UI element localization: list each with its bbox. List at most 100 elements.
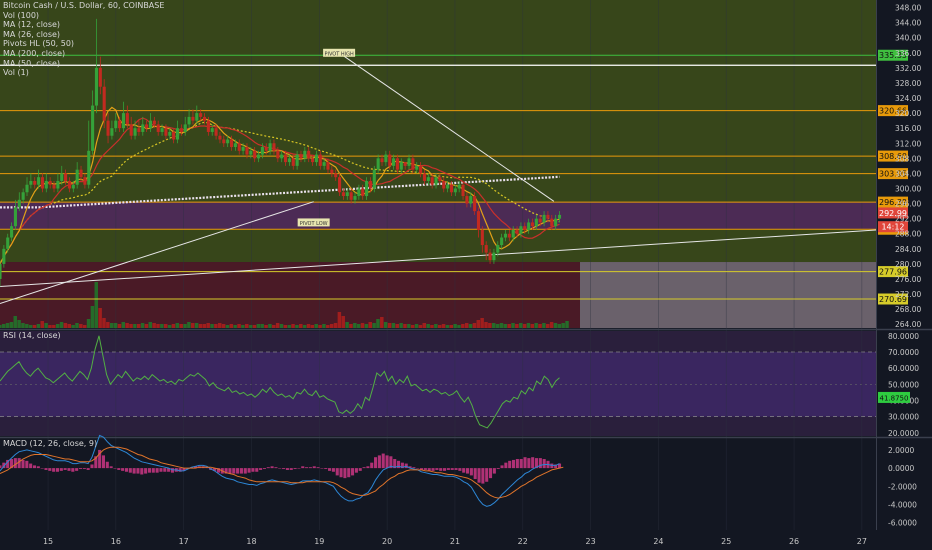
candle-body bbox=[102, 86, 106, 121]
volume-bar bbox=[241, 325, 245, 328]
volume-bar bbox=[434, 324, 438, 328]
candle-body bbox=[314, 154, 318, 163]
macd-hist-bar bbox=[427, 468, 431, 471]
macd-hist-bar bbox=[67, 468, 71, 471]
current-price-tag-0 bbox=[878, 207, 908, 219]
volume-bar bbox=[318, 325, 322, 328]
macd-hist-bar bbox=[232, 468, 236, 474]
volume-bar bbox=[356, 324, 361, 328]
volume-bar bbox=[183, 324, 187, 328]
volume-bar bbox=[553, 323, 558, 328]
level-tag-0 bbox=[878, 49, 908, 61]
macd-hist-bar bbox=[542, 459, 546, 469]
macd-hist-bar bbox=[347, 468, 351, 478]
volume-bar bbox=[79, 324, 83, 328]
candle-body bbox=[168, 131, 172, 136]
macd-hist-bar bbox=[136, 468, 140, 474]
macd-hist-bar bbox=[354, 468, 358, 473]
current-price-label-1: 14:12 bbox=[881, 223, 904, 232]
candle-body bbox=[37, 177, 41, 185]
volume-bar bbox=[245, 324, 249, 328]
volume-bar bbox=[156, 324, 160, 328]
macd-hist-bar bbox=[259, 468, 263, 470]
rsi-panel-title[interactable]: RSI (14, close) bbox=[3, 331, 61, 340]
macd-hist-bar bbox=[416, 468, 420, 469]
candle-body bbox=[392, 158, 396, 166]
macd-hist-bar bbox=[109, 466, 113, 469]
legend-vol100[interactable]: Vol (100) bbox=[3, 10, 40, 20]
macd-panel-title[interactable]: MACD (12, 26, close, 9) bbox=[3, 439, 98, 448]
macd-hist-bar bbox=[63, 468, 67, 470]
volume-bar bbox=[345, 322, 349, 328]
price-tick-12: 300.00 bbox=[895, 185, 921, 194]
volume-bar bbox=[129, 324, 133, 328]
price-tick-15: 288.00 bbox=[895, 230, 921, 239]
volume-bar bbox=[383, 322, 388, 328]
volume-bar bbox=[179, 324, 183, 328]
macd-hist-bar bbox=[511, 459, 516, 469]
macd-hist-bar bbox=[316, 467, 320, 469]
candle-body bbox=[542, 214, 546, 223]
macd-hist-bar bbox=[9, 459, 14, 469]
macd-hist-bar bbox=[40, 468, 44, 469]
legend-ma12[interactable]: MA (12, close) bbox=[3, 20, 61, 30]
candle-body bbox=[60, 173, 64, 181]
legend-ma200[interactable]: MA (200, close) bbox=[3, 49, 66, 58]
volume-bar bbox=[214, 324, 218, 328]
volume-bar bbox=[407, 324, 411, 328]
candle-body bbox=[245, 147, 249, 155]
candle-body bbox=[237, 143, 241, 151]
pivot-label-0: PIVOT HIGH bbox=[324, 51, 354, 57]
macd-hist-bar bbox=[534, 458, 539, 469]
pivot-label-bg-0 bbox=[323, 48, 356, 57]
time-tick-10: 25 bbox=[721, 537, 731, 546]
volume-bar bbox=[40, 321, 44, 328]
candle-body bbox=[256, 154, 261, 159]
candle-body bbox=[71, 184, 75, 189]
macd-hist-bar bbox=[305, 467, 309, 469]
macd-hist-bar bbox=[362, 467, 366, 469]
volume-bar bbox=[457, 325, 461, 328]
candle-body bbox=[156, 124, 160, 132]
candle-body bbox=[67, 180, 71, 189]
price-tick-1: 344.00 bbox=[895, 19, 921, 28]
legend-vol1[interactable]: Vol (1) bbox=[3, 68, 29, 78]
macd-tick-3: -4.0000 bbox=[888, 501, 917, 510]
volume-bar bbox=[94, 282, 99, 328]
macd-hist-bar bbox=[523, 457, 527, 469]
ma12-line bbox=[0, 106, 560, 265]
macd-hist-bar bbox=[339, 468, 343, 478]
level-tag-8 bbox=[878, 293, 908, 305]
candle-body bbox=[376, 158, 380, 170]
volume-bar bbox=[268, 324, 272, 328]
candle-body bbox=[380, 158, 384, 163]
candle-body bbox=[110, 128, 114, 136]
volume-bar bbox=[302, 325, 307, 328]
legend-pivots[interactable]: Pivots HL (50, 50) bbox=[3, 39, 75, 49]
time-tick-5: 20 bbox=[382, 537, 392, 546]
candle-body bbox=[94, 67, 99, 106]
macd-hist-bar bbox=[55, 468, 60, 472]
volume-bar bbox=[326, 325, 330, 328]
volume-bar bbox=[299, 324, 303, 328]
macd-hist-bar bbox=[98, 449, 102, 469]
legend-ma26[interactable]: MA (26, close) bbox=[3, 29, 61, 39]
candle-body bbox=[44, 180, 48, 189]
volume-bar bbox=[221, 324, 226, 328]
volume-bar bbox=[248, 325, 253, 328]
macd-hist-bar bbox=[105, 461, 109, 469]
volume-bar bbox=[526, 323, 531, 328]
legend-ma50[interactable]: MA (50, close) bbox=[3, 58, 61, 68]
price-tick-17: 280.00 bbox=[895, 260, 921, 269]
candle-body bbox=[141, 124, 145, 132]
macd-hist-bar bbox=[52, 468, 56, 472]
volume-bar bbox=[349, 324, 353, 328]
candle-body bbox=[253, 150, 257, 159]
macd-hist-bar bbox=[163, 468, 167, 472]
candle-body bbox=[210, 128, 214, 132]
candle-body bbox=[25, 184, 29, 193]
candle-body bbox=[121, 113, 126, 129]
macd-hist-bar bbox=[496, 468, 500, 470]
volume-bar bbox=[491, 323, 496, 328]
